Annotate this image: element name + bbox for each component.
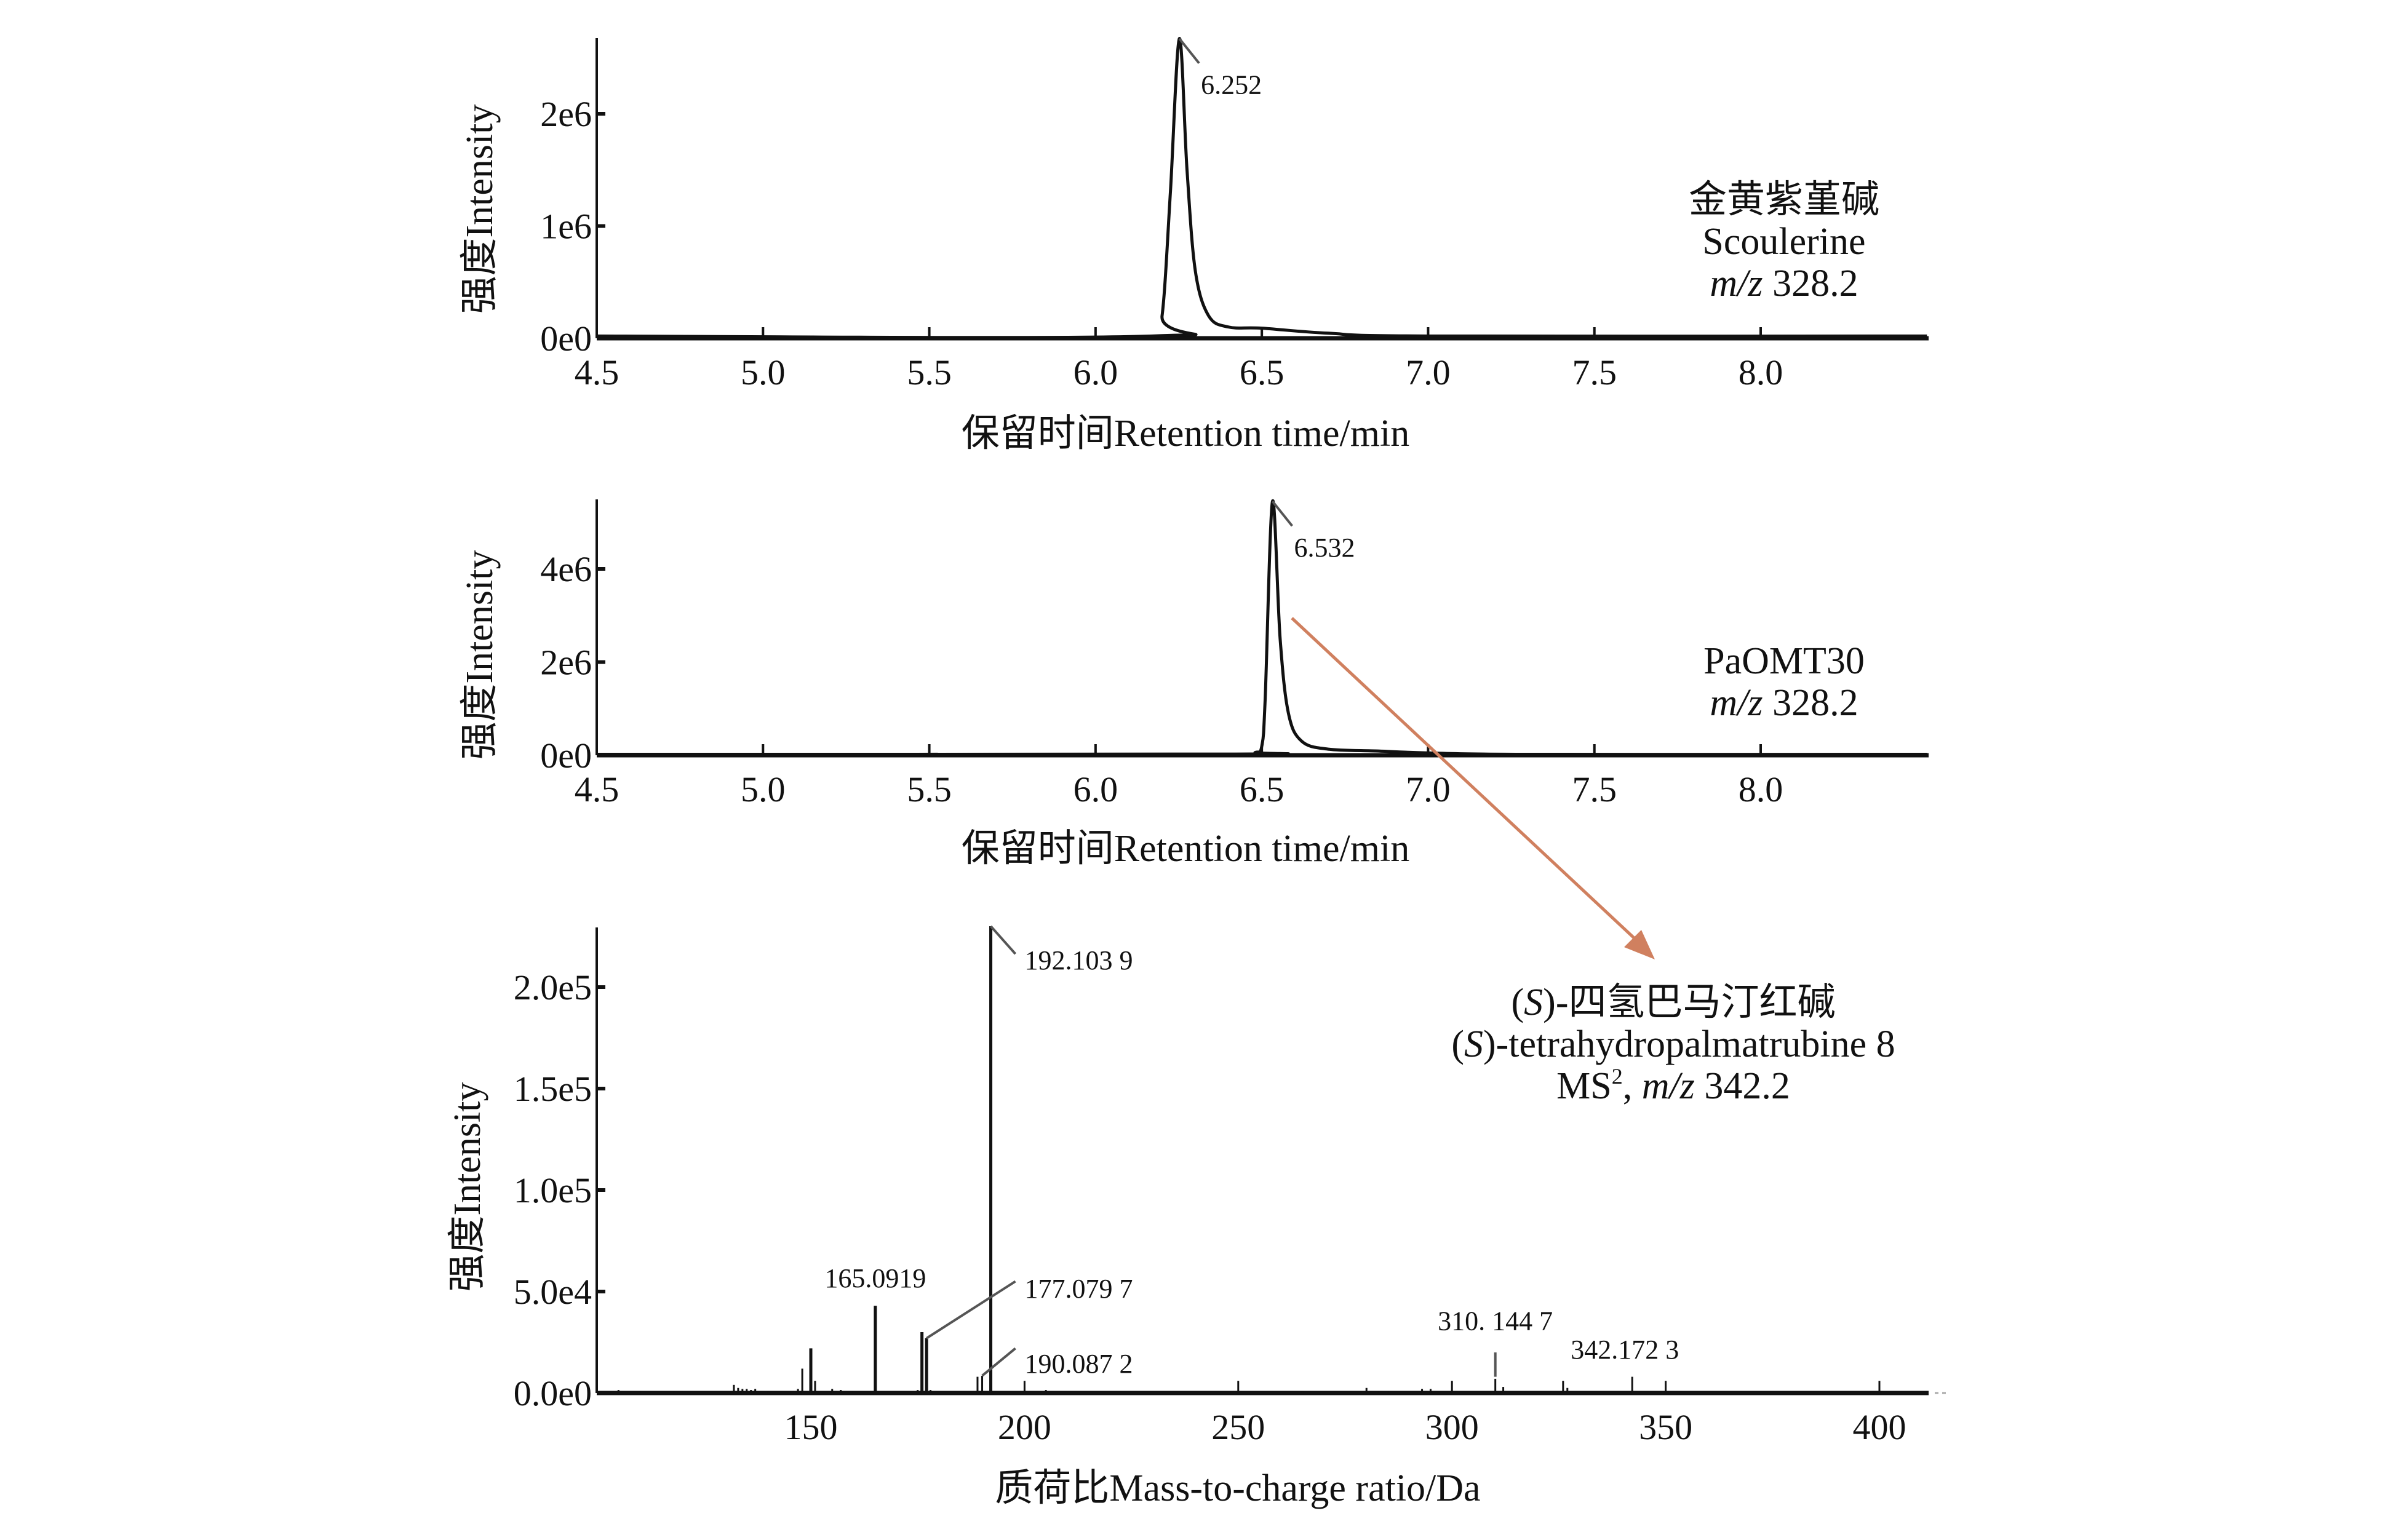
peak-leader [990, 925, 1017, 955]
x-tick-label: 350 [1639, 1407, 1692, 1447]
peak-label: 192.103 9 [1025, 945, 1133, 975]
x-tick-label: 5.5 [907, 769, 952, 809]
y-tick-label: 1e6 [540, 207, 592, 247]
y-tick-label: 5.0e4 [514, 1272, 592, 1312]
x-axis-title: 保留时间Retention time/min [962, 413, 1409, 454]
annotation: (S)-四氢巴马汀红碱 (S)-tetrahydropalmatrubine 8… [1451, 982, 1895, 1107]
peak-label: 310. 144 7 [1438, 1306, 1553, 1336]
mz-label: m/z 328.2 [1710, 682, 1858, 724]
chromatogram-paomt30: 强度Intensity 保留时间Retention time/min PaOMT… [459, 499, 1929, 870]
y-tick-label: 0e0 [540, 736, 592, 776]
y-tick-label: 0.0e0 [514, 1373, 592, 1413]
y-tick-label: 1.0e5 [514, 1170, 592, 1210]
x-tick-label: 7.5 [1572, 352, 1617, 392]
peak-leader [926, 1280, 1016, 1340]
x-tick-label: 7.5 [1572, 769, 1617, 809]
x-tick-label: 8.0 [1739, 352, 1783, 392]
peak-leader [1271, 500, 1294, 527]
peak-label: 342.172 3 [1571, 1335, 1679, 1365]
x-tick-label: 4.5 [575, 352, 619, 392]
peak-leader [1178, 38, 1200, 64]
peak-label: 190.087 2 [1025, 1349, 1133, 1379]
y-tick-label: 0e0 [540, 319, 592, 359]
x-tick-label: 5.5 [907, 352, 952, 392]
mz-label: m/z 328.2 [1710, 263, 1858, 304]
annotation: 金黄紫堇碱 Scoulerine m/z 328.2 [1689, 179, 1879, 304]
chromatogram-scoulerine: 强度Intensity 保留时间Retention time/min 金黄紫堇碱… [459, 37, 1929, 454]
peak-label: 165.0919 [824, 1263, 926, 1293]
y-tick-label: 2e6 [540, 643, 592, 683]
y-tick-label: 2e6 [540, 94, 592, 134]
y-tick-label: 1.5e5 [514, 1069, 592, 1109]
y-axis-title: 强度Intensity [447, 1082, 488, 1292]
y-tick-label: 2.0e5 [514, 967, 592, 1007]
y-axis-title: 强度Intensity [459, 105, 501, 314]
x-tick-label: 5.0 [741, 769, 786, 809]
peak-label: 177.079 7 [1025, 1274, 1133, 1304]
annotation: PaOMT30 m/z 328.2 [1703, 640, 1865, 724]
x-tick-label: 5.0 [741, 352, 786, 392]
peak-leader [981, 1347, 1016, 1377]
x-tick-label: 250 [1211, 1407, 1265, 1447]
x-axis-title: 保留时间Retention time/min [962, 828, 1409, 870]
y-axis-title: 强度Intensity [459, 550, 501, 760]
compound-name-cn: 金黄紫堇碱 [1689, 179, 1879, 221]
x-tick-label: 400 [1853, 1407, 1906, 1447]
arrow [1291, 617, 1655, 959]
x-tick-label: 6.0 [1074, 769, 1118, 809]
x-tick-label: 7.0 [1406, 769, 1451, 809]
peak-label: 6.252 [1201, 70, 1262, 100]
x-tick-label: 6.5 [1240, 352, 1285, 392]
x-tick-label: 150 [784, 1407, 838, 1447]
ms2-mz-label: MS2, m/z 342.2 [1556, 1064, 1790, 1107]
x-tick-label: 8.0 [1739, 769, 1783, 809]
x-tick-label: 7.0 [1406, 352, 1451, 392]
sample-name: PaOMT30 [1703, 640, 1865, 682]
compound-name-en: (S)-tetrahydropalmatrubine 8 [1451, 1023, 1895, 1065]
x-tick-label: 6.0 [1074, 352, 1118, 392]
x-tick-label: 6.5 [1240, 769, 1285, 809]
compound-name-en: Scoulerine [1702, 221, 1865, 263]
x-tick-label: 200 [998, 1407, 1051, 1447]
ms2-spectrum: 强度Intensity 质荷比Mass-to-charge ratio/Da (… [447, 925, 1947, 1509]
y-tick-label: 4e6 [540, 549, 592, 589]
peak-label: 6.532 [1294, 533, 1355, 563]
compound-name-cn: (S)-四氢巴马汀红碱 [1512, 982, 1836, 1023]
series-line [596, 37, 1927, 339]
x-axis-title: 质荷比Mass-to-charge ratio/Da [995, 1467, 1480, 1509]
x-tick-label: 4.5 [575, 769, 619, 809]
series-line [596, 499, 1927, 756]
x-tick-label: 300 [1425, 1407, 1479, 1447]
